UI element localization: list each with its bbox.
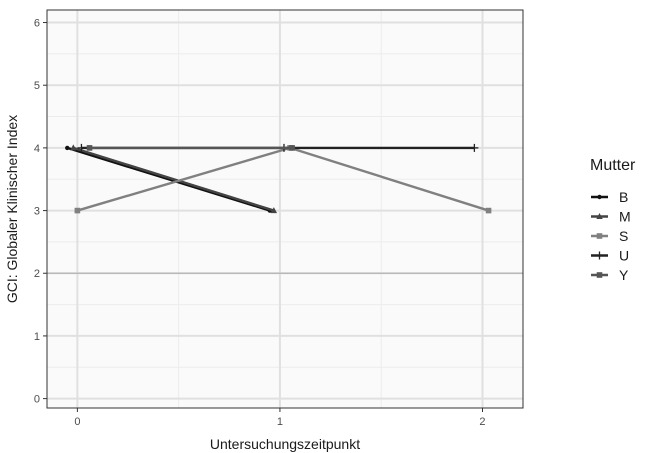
data-point-B [65, 145, 70, 151]
legend-key-marker [596, 233, 603, 239]
marker-circle [65, 145, 70, 151]
marker-square [86, 145, 93, 151]
legend-item-B: B [591, 189, 628, 205]
data-point-M [270, 207, 278, 214]
legend-title: Mutter [590, 157, 636, 174]
legend-key-marker [595, 251, 604, 260]
y-tick-label: 6 [34, 18, 40, 30]
legend-item-M: M [591, 209, 631, 225]
data-point-S [74, 207, 81, 214]
data-point-U [470, 143, 479, 152]
y-tick-label: 4 [34, 143, 40, 155]
marker-square [596, 272, 603, 278]
data-point-Y [86, 145, 93, 151]
legend-key-marker [596, 213, 603, 219]
plot-border [46, 9, 524, 409]
data-point-Y [289, 145, 295, 151]
tick-layer: 0 1 2 0 1 2 3 4 5 6 [34, 18, 486, 428]
series-layer [65, 143, 492, 214]
legend-label: S [619, 228, 628, 244]
data-point-S [485, 207, 492, 214]
marker-square [596, 233, 603, 239]
legend-label: U [619, 248, 629, 264]
marker-triangle [270, 207, 278, 214]
legend-label: B [619, 189, 628, 205]
y-tick-label: 1 [34, 331, 40, 343]
marker-square [289, 145, 295, 151]
x-axis-title: Untersuchungszeitpunkt [210, 436, 360, 452]
marker-triangle [596, 213, 603, 219]
x-tick-label: 2 [479, 416, 485, 428]
marker-square [485, 207, 492, 214]
marker-triangle [70, 144, 77, 151]
legend-key-marker [597, 194, 602, 200]
marker-circle [597, 194, 602, 200]
x-tick-label: 1 [277, 416, 283, 428]
plot-panel [47, 10, 523, 408]
y-tick-label: 3 [34, 206, 40, 218]
series-line-M [72, 146, 275, 212]
x-tick-label: 0 [74, 416, 80, 428]
legend-item-Y: Y [591, 267, 629, 283]
y-tick-label: 2 [34, 268, 40, 280]
legend-item-S: S [591, 228, 628, 244]
y-tick-label: 0 [34, 394, 40, 406]
y-axis-title: GCI: Globaler Klinischer Index [4, 115, 20, 303]
y-tick-label: 5 [34, 80, 40, 92]
series-line-B [66, 146, 271, 212]
legend-label: M [619, 209, 631, 225]
marker-square [74, 207, 81, 214]
data-point-M [70, 144, 77, 151]
data-point-U [77, 143, 86, 152]
legend-key-marker [596, 272, 603, 278]
legend-item-U: U [591, 248, 629, 264]
legend-label: Y [619, 267, 629, 283]
